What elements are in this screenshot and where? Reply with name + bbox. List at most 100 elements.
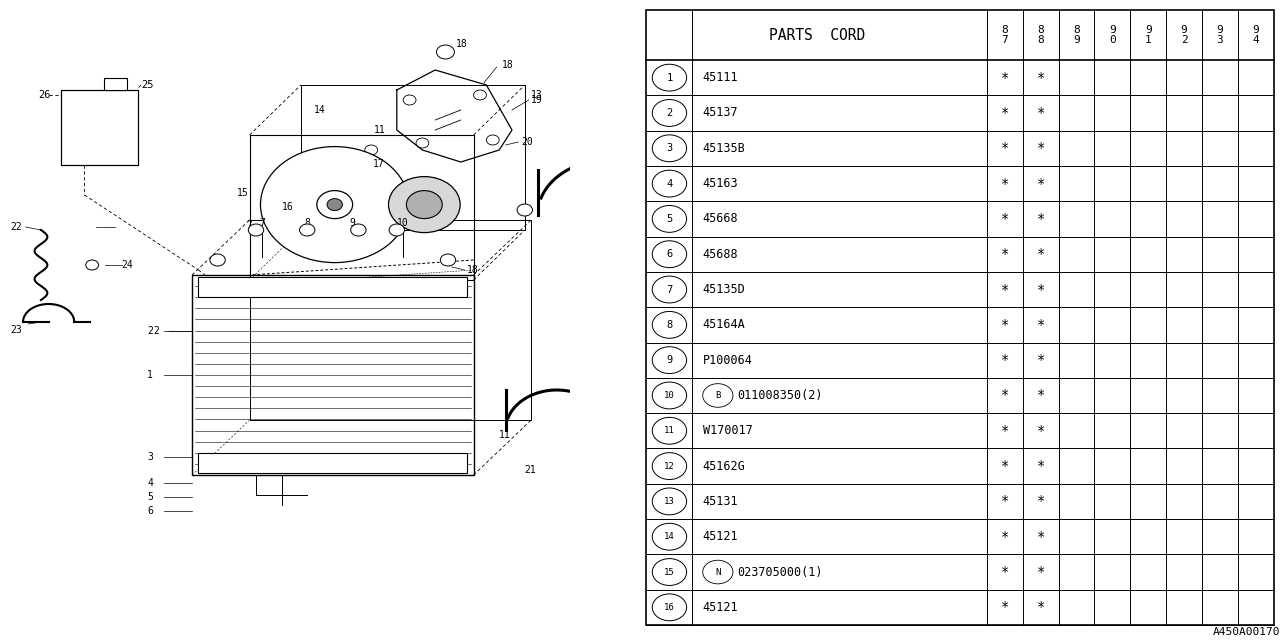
Circle shape [486,135,499,145]
Text: 45111: 45111 [703,71,739,84]
Text: 11: 11 [374,125,385,135]
Text: 19: 19 [531,95,543,105]
Circle shape [653,488,686,515]
Text: *: * [1037,530,1044,544]
Circle shape [474,90,486,100]
Text: *: * [1001,212,1009,226]
Text: 9
3: 9 3 [1216,25,1224,45]
Text: 15: 15 [664,568,675,577]
Text: 20: 20 [521,137,532,147]
Text: 2: 2 [154,326,160,336]
Circle shape [351,224,366,236]
Bar [198,453,467,473]
Text: N: N [716,568,721,577]
Text: 11: 11 [664,426,675,435]
Bar [192,275,474,475]
Text: *: * [1001,565,1009,579]
Text: P100064: P100064 [703,354,753,367]
Circle shape [365,145,378,155]
Text: 45162G: 45162G [703,460,745,472]
Text: *: * [1037,424,1044,438]
Text: 11: 11 [499,430,511,440]
Text: 9
0: 9 0 [1108,25,1116,45]
Circle shape [703,383,733,407]
Text: 023705000(1): 023705000(1) [737,566,822,579]
Text: 8
8: 8 8 [1037,25,1044,45]
Circle shape [210,254,225,266]
Text: *: * [1001,459,1009,473]
Text: A450A00170: A450A00170 [1212,627,1280,637]
Text: 45135D: 45135D [703,283,745,296]
Text: 15: 15 [237,188,248,198]
Circle shape [653,170,686,197]
Text: 3: 3 [147,452,154,462]
Text: *: * [1037,141,1044,156]
Text: *: * [1037,70,1044,84]
Text: 18: 18 [456,39,467,49]
Circle shape [653,100,686,126]
Text: *: * [1001,70,1009,84]
Circle shape [653,594,686,621]
Text: *: * [1001,495,1009,508]
Text: *: * [1001,177,1009,191]
Text: 10: 10 [664,391,675,400]
Text: 12: 12 [664,461,675,470]
Text: 5: 5 [667,214,672,224]
Text: 17: 17 [372,159,384,169]
Text: 26: 26 [38,90,51,100]
Text: 45163: 45163 [703,177,739,190]
Text: 45164A: 45164A [703,318,745,332]
Circle shape [317,191,353,219]
Text: 22: 22 [10,222,22,232]
Text: 2: 2 [147,326,154,336]
Text: 8
9: 8 9 [1073,25,1080,45]
Text: 8: 8 [305,218,310,228]
Text: 1: 1 [667,73,672,83]
Text: *: * [1001,424,1009,438]
Text: 16: 16 [664,603,675,612]
Circle shape [86,260,99,270]
Circle shape [403,95,416,105]
Circle shape [653,135,686,162]
Text: 14: 14 [314,105,325,115]
Text: *: * [1001,141,1009,156]
Text: *: * [1037,459,1044,473]
Text: 45121: 45121 [703,601,739,614]
Text: *: * [1001,530,1009,544]
Text: 5: 5 [147,492,154,502]
Circle shape [653,276,686,303]
Circle shape [653,241,686,268]
Circle shape [653,417,686,444]
Bar [104,78,127,90]
Circle shape [328,198,343,211]
Text: 45688: 45688 [703,248,739,260]
Circle shape [300,224,315,236]
Text: 13: 13 [664,497,675,506]
Circle shape [653,205,686,232]
Text: 12: 12 [685,325,696,335]
Text: *: * [1001,247,1009,261]
Text: 21: 21 [525,465,536,475]
Circle shape [407,191,443,219]
Circle shape [371,170,384,180]
Text: 24: 24 [122,260,133,270]
Text: 45121: 45121 [703,530,739,543]
Circle shape [517,204,532,216]
Circle shape [653,64,686,91]
Text: 9
1: 9 1 [1144,25,1152,45]
Text: W170017: W170017 [703,424,753,437]
Circle shape [389,224,404,236]
Text: 9
4: 9 4 [1252,25,1260,45]
Circle shape [248,224,264,236]
Circle shape [653,559,686,586]
Text: *: * [1037,282,1044,296]
Text: *: * [1037,247,1044,261]
Text: *: * [1037,353,1044,367]
Text: 4: 4 [147,478,154,488]
Text: 6: 6 [667,249,672,259]
Text: 9: 9 [349,218,355,228]
Circle shape [389,177,461,232]
Text: *: * [1037,388,1044,403]
Text: 25: 25 [141,80,154,90]
Text: 45135B: 45135B [703,142,745,155]
